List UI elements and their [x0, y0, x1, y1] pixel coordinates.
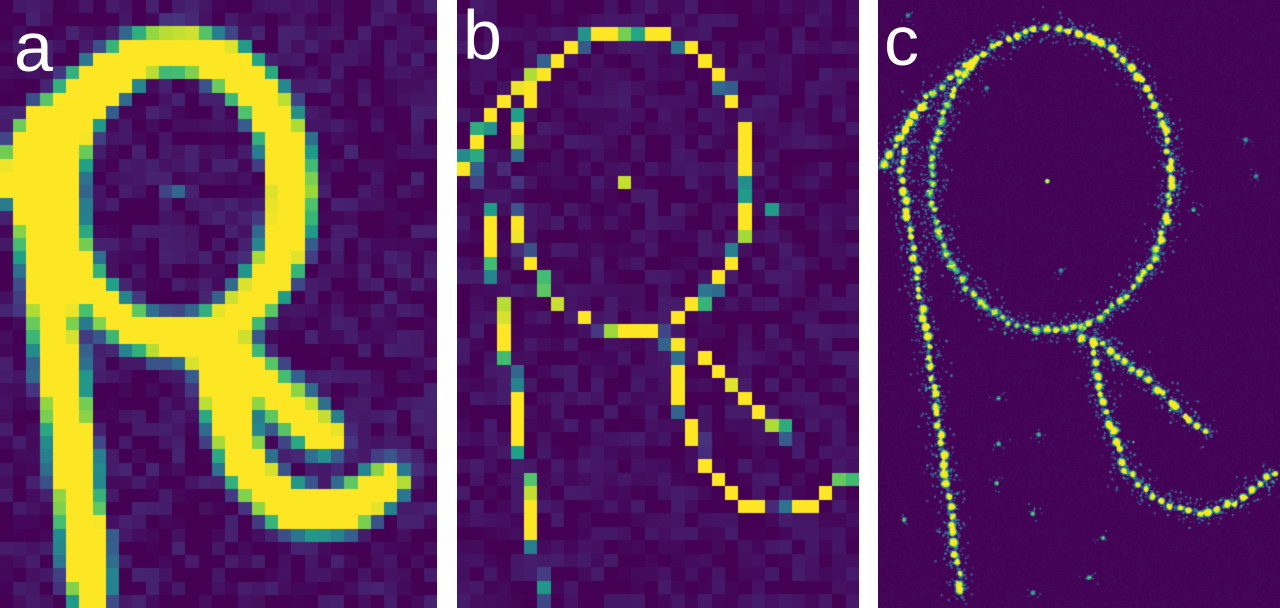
panel-b-label: b [463, 0, 502, 74]
panel-c-image [878, 0, 1280, 608]
panel-b: b [457, 0, 859, 608]
panel-a-label: a [14, 8, 53, 86]
panel-a: a [0, 0, 437, 608]
panel-c: c [878, 0, 1280, 608]
panel-a-image [0, 0, 437, 608]
panel-c-label: c [884, 2, 919, 80]
panel-b-image [457, 0, 859, 608]
